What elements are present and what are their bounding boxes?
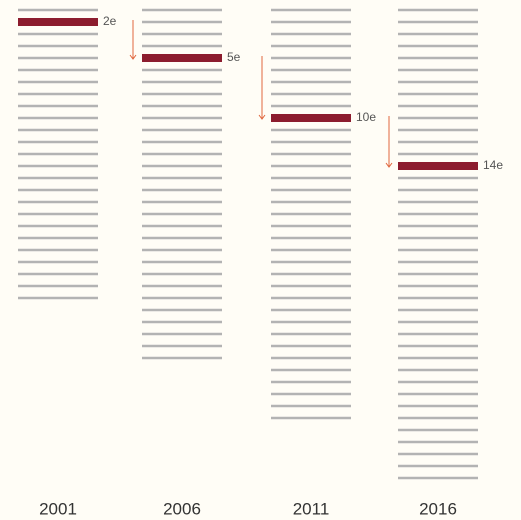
rank-highlight: [18, 18, 98, 26]
rank-highlight: [142, 54, 222, 62]
rank-highlight: [398, 162, 478, 170]
rank-label: 5e: [227, 50, 241, 64]
rank-label: 14e: [483, 158, 503, 172]
rank-column: [142, 8, 222, 360]
rank-label: 10e: [356, 110, 376, 124]
rank-highlight: [271, 114, 351, 122]
year-label: 2001: [39, 499, 77, 518]
rank-column: [18, 8, 98, 300]
rank-column: [271, 8, 351, 420]
arrow-head: [129, 54, 137, 60]
arrow-head: [385, 162, 393, 168]
year-label: 2011: [293, 499, 330, 518]
rank-column: [398, 8, 478, 480]
rank-label: 2e: [103, 14, 117, 28]
year-label: 2016: [419, 499, 457, 518]
arrow-head: [258, 114, 266, 120]
year-label: 2006: [163, 499, 201, 518]
